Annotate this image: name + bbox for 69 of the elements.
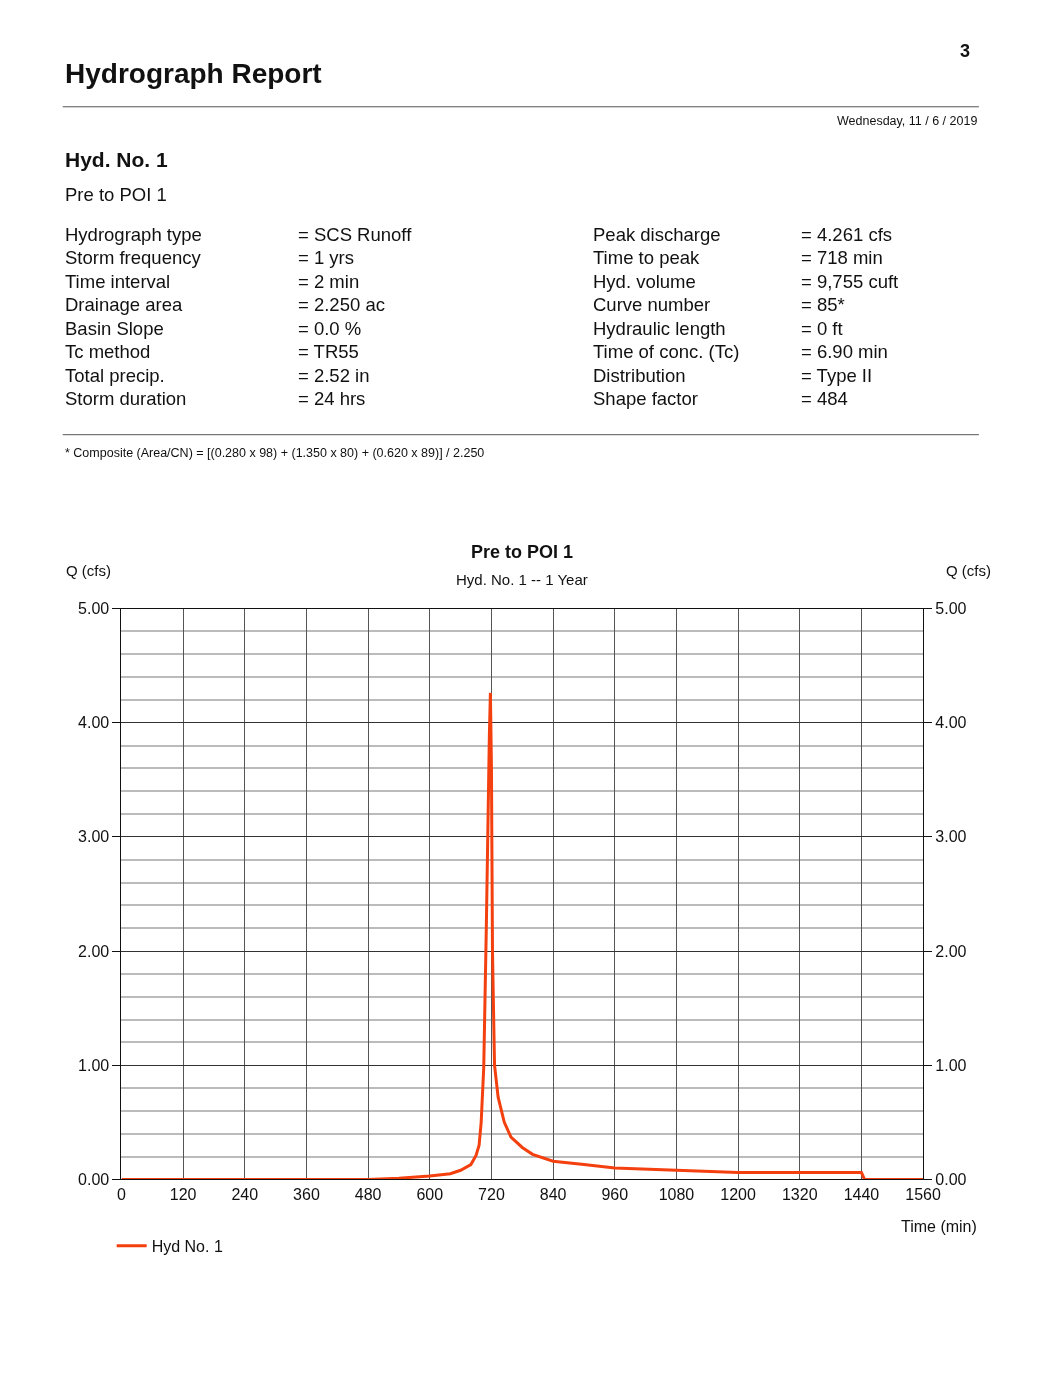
text: = 24 hrs [298,388,366,409]
text: 3 [960,41,971,61]
chart-title: Pre to POI 1 [471,542,574,562]
text: Hydraulic length [593,318,726,339]
text: Hydrograph type [65,224,202,245]
text: * Composite (Area/CN) = [(0.280 x 98) + (1.350 x 80) + (0.620 x 89)] / 2.250 [65,446,485,460]
text: Shape factor [593,388,698,409]
text: Hydrograph Report [65,58,322,89]
text: Distribution [593,365,686,386]
text: = 0 ft [801,318,843,339]
x-tick-label: 240 [231,1185,259,1203]
x-tick-label: 600 [416,1185,444,1203]
text: = 718 min [801,247,883,268]
x-tick-label: 1200 [720,1185,757,1203]
y-tick-label: 0.00 [78,1171,110,1189]
text: Storm duration [65,388,187,409]
text: Time of conc. (Tc) [593,341,740,362]
text: = 484 [801,388,848,409]
text: = 2 min [298,271,360,292]
text: Total precip. [65,365,165,386]
y-axis-title: Q (cfs) [66,562,111,579]
text: Hyd. volume [593,271,696,292]
x-tick-label: 120 [169,1185,197,1203]
y2-tick-label: 5.00 [935,600,967,618]
text: Hyd. No. 1 [65,148,168,171]
text: = 2.250 ac [298,294,385,315]
y2-tick-label: 4.00 [935,714,967,732]
text: = 1 yrs [298,247,355,268]
legend-label: Hyd No. 1 [151,1237,223,1255]
text: Peak discharge [593,224,721,245]
text: Tc method [65,341,151,362]
x-tick-label: 1080 [658,1185,695,1203]
text: Curve number [593,294,711,315]
x-tick-label: 720 [478,1185,505,1203]
text: = SCS Runoff [298,224,413,245]
text: = TR55 [298,341,359,362]
chart-subtitle: Hyd. No. 1 -- 1 Year [456,571,588,588]
x-tick-label: 960 [601,1185,629,1203]
x-axis-title: Time (min) [901,1218,977,1235]
x-tick-label: 1440 [843,1185,880,1203]
y-tick-label: 3.00 [78,828,110,846]
x-tick-label: 840 [539,1185,567,1203]
y-tick-label: 5.00 [78,600,110,618]
text: = 9,755 cuft [801,271,899,292]
text: = Type II [801,365,873,386]
line-series [121,691,924,1180]
text: = 0.0 % [298,318,362,339]
text: Storm frequency [65,247,202,268]
text: Time interval [65,271,171,292]
y-tick-label: 1.00 [78,1056,110,1074]
x-tick-label: 0 [117,1185,126,1203]
y2-tick-label: 1.00 [935,1056,967,1074]
y2-tick-label: 2.00 [935,942,967,960]
text: Wednesday, 11 / 6 / 2019 [837,114,978,128]
y2-tick-label: 3.00 [935,828,967,846]
text: Drainage area [65,294,183,315]
y-tick-label: 4.00 [78,714,110,732]
text: = 2.52 in [298,365,370,386]
y2-axis-title: Q (cfs) [946,562,991,579]
x-tick-label: 480 [354,1185,382,1203]
text: Pre to POI 1 [65,184,167,205]
text: = 4.261 cfs [801,224,893,245]
x-tick-label: 1320 [781,1185,818,1203]
text: Basin Slope [65,318,164,339]
text: = 6.90 min [801,341,888,362]
text: Time to peak [593,247,700,268]
y-tick-label: 2.00 [78,942,110,960]
x-tick-label: 360 [293,1185,320,1203]
text: = 85* [801,294,845,315]
